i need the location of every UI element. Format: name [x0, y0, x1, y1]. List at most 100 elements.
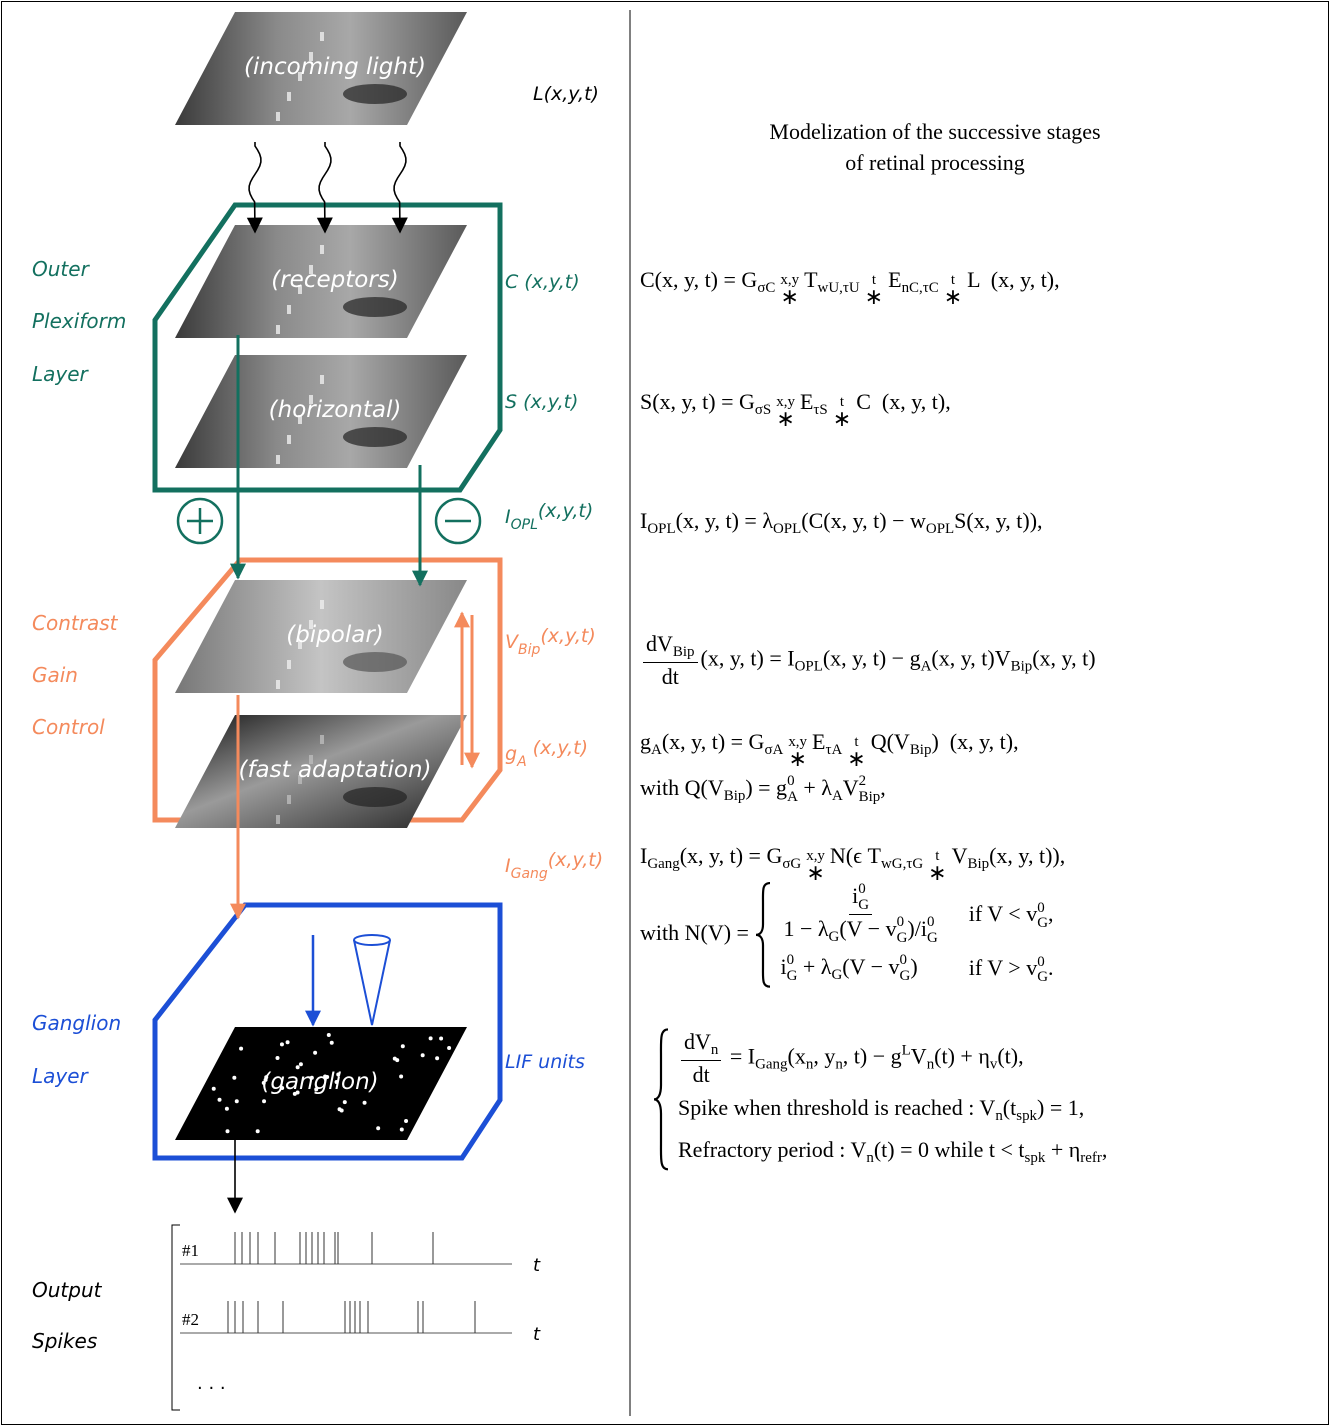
math-sub: n	[866, 1149, 874, 1166]
convolution: x,y ∗	[780, 272, 799, 309]
cell-dot	[376, 1126, 381, 1131]
math-text: ) = g	[745, 774, 788, 800]
signal-args: (x,y,t)	[527, 737, 588, 759]
case-cell: dVn dt = IGang(xn, yn, t) − gLVn(t) + ηv(…	[678, 1028, 1107, 1088]
math-text: T	[804, 267, 818, 292]
conv-vars: t	[839, 393, 845, 410]
denominator: 1 − λG(V − v 0 G)/i 0 G	[783, 913, 937, 947]
math-sub: G	[1037, 915, 1049, 932]
light-arrow	[246, 142, 263, 234]
convolution: x,y ∗	[806, 847, 825, 884]
math-text: dV	[646, 631, 673, 656]
cell-dot	[323, 1074, 328, 1079]
math-sub: Bip	[1010, 658, 1033, 675]
numerator: dVBip	[643, 630, 698, 663]
signal-label: IOPL(x,y,t)	[505, 500, 593, 533]
ganglion-frame	[152, 902, 503, 1161]
math-text: + λ	[797, 774, 832, 800]
layer-label: Contrast	[32, 611, 119, 635]
train-label: #2	[182, 1310, 199, 1329]
cell-dot	[392, 1056, 397, 1061]
math-sup: 0	[926, 913, 935, 930]
spike-bracket	[171, 1224, 180, 1411]
math-text: E	[888, 267, 902, 292]
equation: C(x, y, t) = GσC x,y ∗ TwU,τU t ∗ EnC,τC t ∗ L (x…	[640, 262, 1060, 308]
math-text: C (x, y, t),	[856, 389, 951, 414]
conv-vars: x,y	[806, 847, 825, 864]
equation: dVn dt = IGang(xn, yn, t) − gLVn(t) + ηv(…	[652, 1028, 1107, 1171]
lane-mark	[298, 72, 302, 81]
math-text: ,	[1101, 1136, 1108, 1162]
math-text: (x	[787, 1043, 806, 1069]
math-sub: G	[858, 896, 870, 913]
math-sub: A	[920, 658, 932, 675]
lane-mark	[309, 755, 313, 764]
math-text: S(x, y, t)),	[954, 508, 1043, 533]
math-text: (x, y, t) = I	[700, 645, 795, 671]
conv-op: ∗	[780, 283, 799, 309]
math-sub: G	[786, 967, 798, 984]
signal-main: S (x,y,t)	[505, 391, 578, 413]
cell-dot	[435, 1056, 440, 1061]
equation: gA(x, y, t) = GσA x,y ∗ EτA t ∗ Q(VBip) (x, y,…	[640, 724, 1019, 809]
math-text: with N(V) =	[640, 919, 755, 945]
equation: IGang(x, y, t) = GσG x,y ∗ N(ϵ TwG,τG t ∗ VBip…	[640, 838, 1065, 884]
cell-dot	[232, 1075, 237, 1080]
cell-dot	[447, 1046, 452, 1051]
lane-mark	[287, 660, 291, 669]
convolution: t ∗	[847, 734, 865, 770]
signal-label: gA (x,y,t)	[505, 737, 588, 770]
signal-label: IGang(x,y,t)	[505, 849, 603, 882]
math-sub: σA	[764, 742, 784, 759]
conv-vars: t	[871, 271, 876, 288]
title-line: Modelization of the successive stages	[769, 119, 1101, 144]
layer-label: Control	[32, 715, 105, 739]
math-text: Q(V	[870, 729, 910, 754]
conv-vars: x,y	[788, 733, 808, 750]
math-text: I	[640, 508, 648, 533]
math-sub: OPL	[647, 521, 676, 538]
math-text: (x, y, t) = G	[661, 729, 765, 754]
lane-mark	[309, 265, 313, 274]
title: Modelization of the successive stages of …	[630, 116, 1240, 178]
layer-label: Ganglion	[32, 1011, 121, 1035]
signal-main: C (x,y,t)	[505, 271, 580, 293]
math-text: + λ	[797, 953, 832, 979]
stage-label: (receptors)	[271, 267, 398, 293]
math-text: with Q(V	[640, 774, 724, 800]
math-sup: 0	[1037, 899, 1045, 916]
lane-mark	[309, 620, 313, 629]
brace-shape	[654, 1029, 668, 1169]
lane-mark	[298, 415, 302, 424]
math-text: ) = 1,	[1037, 1095, 1085, 1121]
math-sub: Bip	[672, 644, 695, 661]
cell-dot	[362, 1100, 367, 1105]
cell-dot	[285, 1040, 290, 1045]
title-line: of retinal processing	[845, 150, 1025, 175]
conv-vars: t	[950, 271, 956, 288]
math-sub: τS	[813, 402, 828, 419]
signal-main: I	[505, 855, 511, 877]
signal-main: V	[505, 631, 520, 653]
equation-line: IOPL(x, y, t) = λOPL(C(x, y, t) − wOPLS(…	[640, 503, 1043, 542]
stage-label: (ganglion)	[261, 1069, 378, 1095]
math-sub: Gang	[755, 1056, 788, 1073]
math-sup: 0	[858, 881, 866, 898]
electrode-top	[353, 934, 391, 946]
signal-main: g	[505, 743, 517, 765]
layer-label: Spikes	[32, 1329, 97, 1353]
convolution: x,y ∗	[788, 733, 808, 770]
